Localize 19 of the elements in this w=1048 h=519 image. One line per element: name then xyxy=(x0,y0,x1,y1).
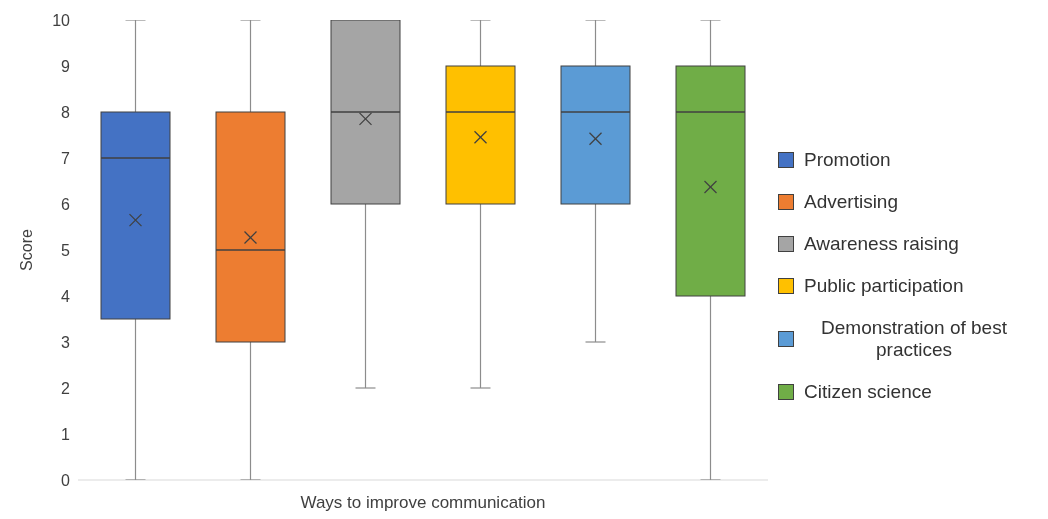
y-tick-label: 8 xyxy=(61,103,71,121)
x-axis-title: Ways to improve communication xyxy=(300,493,546,512)
y-tick-label: 2 xyxy=(61,379,71,397)
y-tick-label: 4 xyxy=(61,287,71,305)
legend-label: Citizen science xyxy=(804,380,932,403)
y-tick-label: 3 xyxy=(61,333,71,351)
y-axis-title: Score xyxy=(17,229,35,271)
y-tick-label: 0 xyxy=(61,471,71,489)
y-tick-label: 6 xyxy=(61,195,71,213)
y-tick-label: 10 xyxy=(52,11,71,29)
y-tick-label: 5 xyxy=(61,241,71,259)
legend-label: Public participation xyxy=(804,274,964,297)
legend-label: Advertising xyxy=(804,190,898,213)
legend-label: Awareness raising xyxy=(804,232,959,255)
y-tick-label: 9 xyxy=(61,57,71,75)
y-tick-label: 7 xyxy=(61,149,71,167)
legend-label: Promotion xyxy=(804,148,891,171)
y-tick-label: 1 xyxy=(61,425,71,443)
legend-label: Demonstration of best practices xyxy=(820,316,1008,361)
